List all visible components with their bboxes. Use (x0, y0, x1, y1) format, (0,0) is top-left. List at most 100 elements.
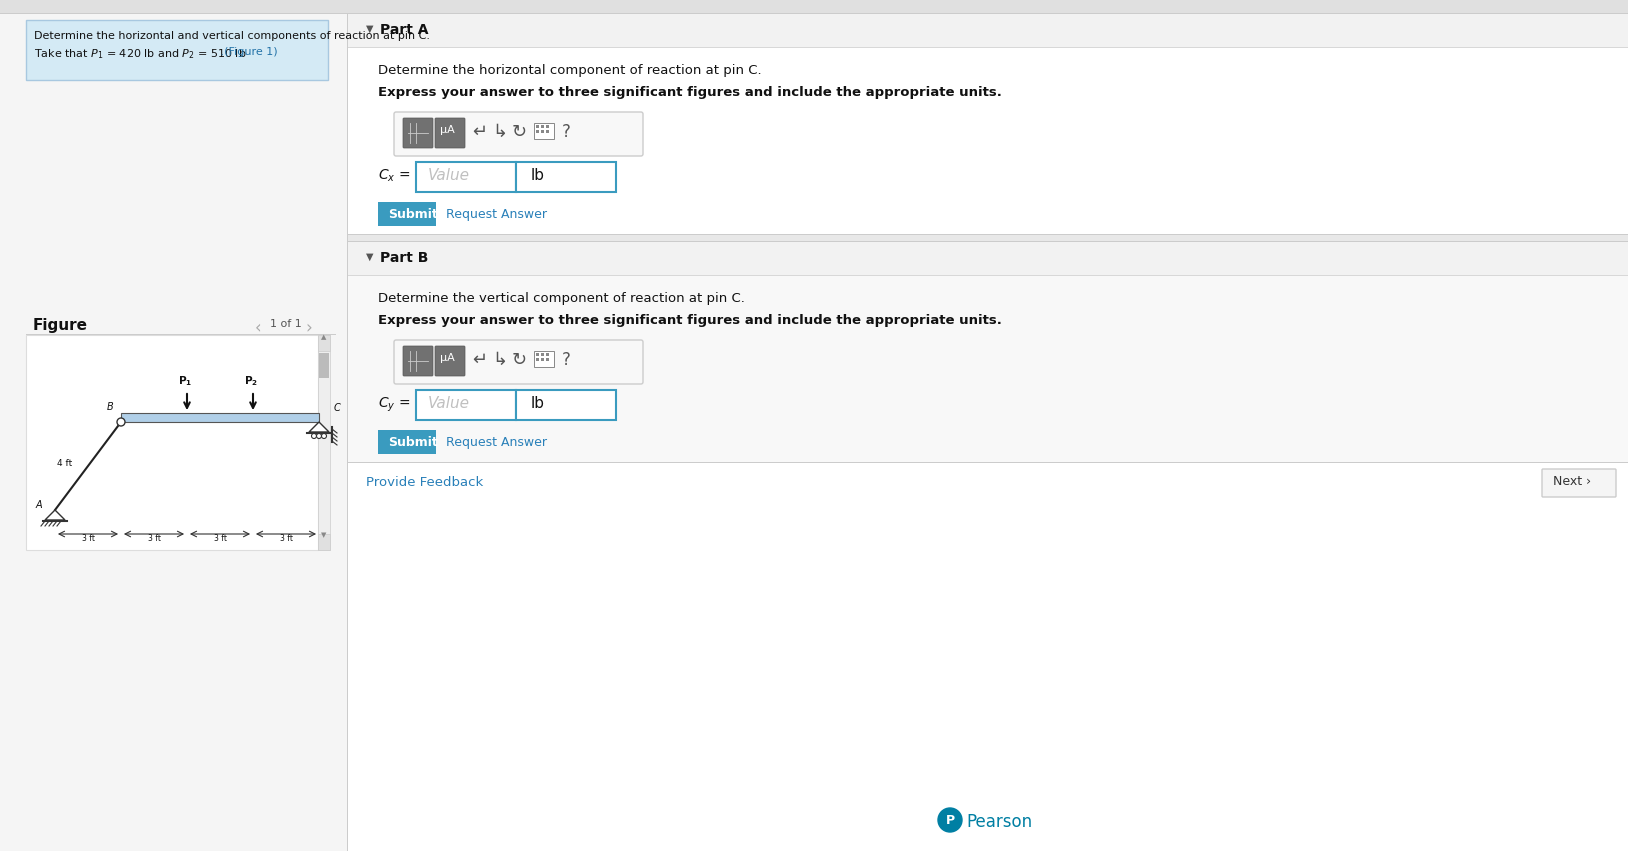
Text: A: A (36, 500, 42, 510)
Bar (534, 123, 554, 139)
Bar (348, 0, 1628, 851)
Bar (317, 534, 330, 550)
FancyBboxPatch shape (404, 346, 433, 376)
Bar (0, 0, 1628, 14)
FancyBboxPatch shape (435, 118, 466, 148)
Bar (516, 162, 615, 192)
FancyBboxPatch shape (404, 118, 433, 148)
Text: Express your answer to three significant figures and include the appropriate uni: Express your answer to three significant… (378, 314, 1001, 327)
Text: $\mathbf{P_1}$: $\mathbf{P_1}$ (177, 374, 192, 388)
Circle shape (316, 433, 321, 438)
FancyBboxPatch shape (1542, 469, 1617, 497)
Text: ▼: ▼ (366, 252, 373, 262)
Bar (348, 241, 1628, 242)
FancyBboxPatch shape (378, 430, 436, 454)
Text: 4 ft: 4 ft (57, 459, 72, 468)
Bar (540, 353, 544, 356)
Text: C: C (334, 403, 340, 413)
Text: ↵: ↵ (472, 351, 487, 369)
Bar (536, 353, 539, 356)
FancyBboxPatch shape (394, 340, 643, 384)
Bar (26, 335, 317, 550)
Text: Part B: Part B (379, 251, 428, 265)
Circle shape (117, 418, 125, 426)
Text: Take that $\mathit{P}_1$ = 420 lb and $\mathit{P}_2$ = 510 lb: Take that $\mathit{P}_1$ = 420 lb and $\… (34, 47, 246, 60)
Text: Next ›: Next › (1553, 475, 1591, 488)
Text: Request Answer: Request Answer (446, 208, 547, 221)
Text: ↻: ↻ (511, 351, 527, 369)
Text: 3 ft: 3 ft (280, 534, 293, 543)
Text: Value: Value (428, 396, 470, 411)
FancyBboxPatch shape (435, 346, 466, 376)
Bar (120, 413, 319, 422)
FancyBboxPatch shape (394, 112, 643, 156)
Bar (319, 353, 329, 378)
Bar (536, 358, 539, 361)
Text: μA: μA (440, 125, 454, 135)
Text: ↳: ↳ (492, 123, 508, 141)
Bar (348, 242, 1628, 462)
Bar (417, 390, 516, 420)
Bar (0, 0, 348, 851)
Bar (348, 462, 1628, 463)
Text: ?: ? (562, 123, 571, 141)
Circle shape (938, 808, 962, 832)
Text: ▲: ▲ (321, 334, 326, 340)
Bar (545, 353, 549, 356)
Bar (534, 351, 554, 367)
Bar (540, 358, 544, 361)
Bar (317, 335, 330, 351)
Text: Determine the horizontal component of reaction at pin C.: Determine the horizontal component of re… (378, 64, 762, 77)
Bar (348, 275, 1628, 276)
Bar (545, 358, 549, 361)
Text: Part A: Part A (379, 23, 428, 37)
Polygon shape (309, 422, 329, 432)
Bar (348, 463, 1628, 851)
Text: P: P (946, 814, 956, 827)
Text: ▼: ▼ (366, 24, 373, 34)
Text: Submit: Submit (387, 208, 438, 221)
Text: $C_x$ =: $C_x$ = (378, 168, 410, 185)
Bar (417, 162, 516, 192)
Text: Request Answer: Request Answer (446, 436, 547, 449)
Bar (317, 335, 330, 550)
Text: Submit: Submit (387, 436, 438, 449)
Text: 3 ft: 3 ft (81, 534, 94, 543)
Bar (348, 234, 1628, 242)
Bar (536, 130, 539, 133)
Text: .(Figure 1): .(Figure 1) (217, 47, 278, 57)
Bar (26, 334, 335, 335)
Bar (348, 14, 1628, 234)
Bar (348, 47, 1628, 48)
Bar (540, 130, 544, 133)
Text: Figure: Figure (33, 318, 88, 333)
Bar (0, 13, 1628, 14)
Text: 3 ft: 3 ft (148, 534, 161, 543)
Circle shape (321, 433, 327, 438)
Text: Provide Feedback: Provide Feedback (366, 476, 484, 489)
Bar (26, 20, 327, 80)
Text: Value: Value (428, 168, 470, 183)
Bar (516, 390, 615, 420)
Text: ↳: ↳ (492, 351, 508, 369)
Text: ↵: ↵ (472, 123, 487, 141)
Text: ?: ? (562, 351, 571, 369)
Text: ‹: ‹ (256, 319, 262, 337)
Text: $\mathbf{P_2}$: $\mathbf{P_2}$ (244, 374, 257, 388)
Text: Express your answer to three significant figures and include the appropriate uni: Express your answer to three significant… (378, 86, 1001, 99)
Text: lb: lb (531, 168, 545, 183)
Text: ▼: ▼ (321, 532, 326, 538)
Text: Determine the horizontal and vertical components of reaction at pin C.: Determine the horizontal and vertical co… (34, 31, 430, 41)
Text: μA: μA (440, 353, 454, 363)
Polygon shape (46, 510, 65, 520)
Bar (348, 0, 1628, 14)
Text: Pearson: Pearson (965, 813, 1032, 831)
Text: 3 ft: 3 ft (213, 534, 226, 543)
Bar (545, 130, 549, 133)
Text: ↻: ↻ (511, 123, 527, 141)
FancyBboxPatch shape (378, 202, 436, 226)
Bar (536, 125, 539, 128)
Text: Determine the vertical component of reaction at pin C.: Determine the vertical component of reac… (378, 292, 746, 305)
Bar (348, 242, 1628, 276)
Text: 1 of 1: 1 of 1 (270, 319, 301, 329)
